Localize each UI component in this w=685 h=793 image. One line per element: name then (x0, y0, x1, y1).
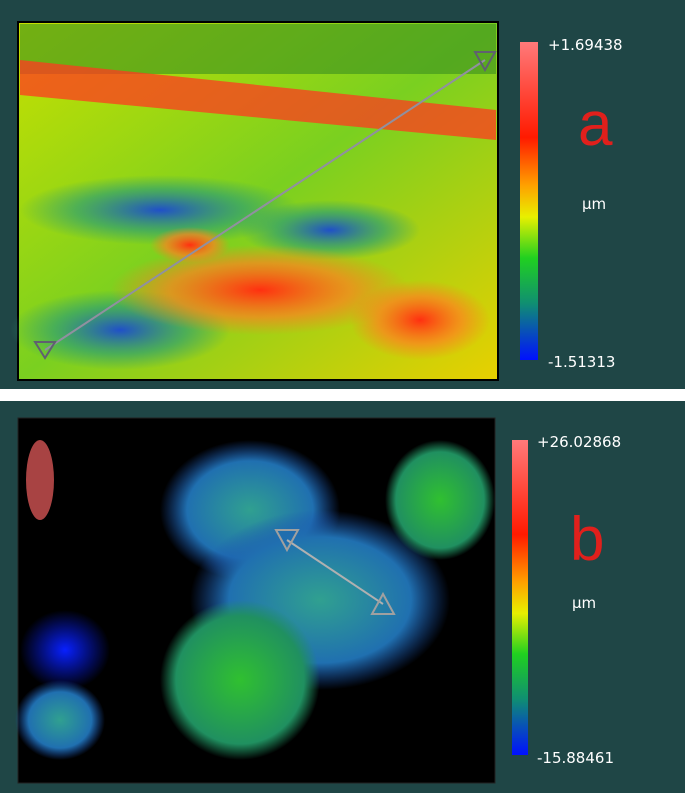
height-map (15, 417, 496, 784)
panel-label: a (578, 90, 613, 159)
colorbar-unit: µm (572, 594, 596, 612)
colorbar-unit: µm (582, 195, 606, 213)
panel-label: b (570, 505, 604, 574)
colorbar-min: -15.88461 (537, 749, 614, 767)
colorbar-min: -1.51313 (548, 353, 615, 371)
colorbar-max: +1.69438 (548, 36, 623, 54)
colorbar (520, 42, 538, 360)
height-map (10, 21, 499, 381)
colorbar (512, 440, 528, 755)
colorbar-max: +26.02868 (537, 433, 621, 451)
